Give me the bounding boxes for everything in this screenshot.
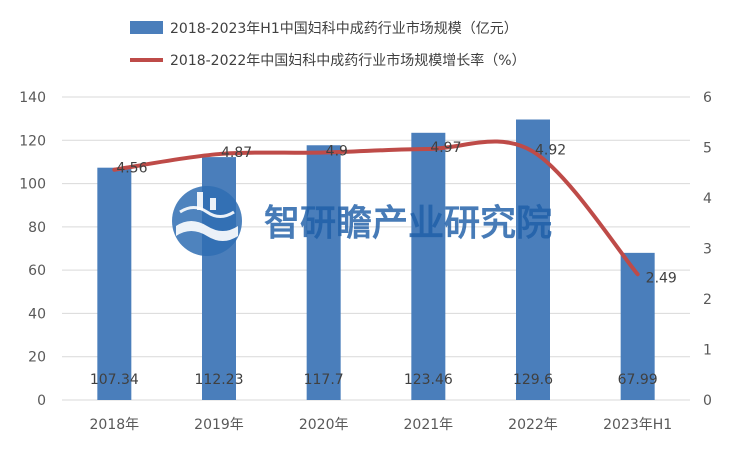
x-tick-label: 2020年	[299, 417, 349, 433]
x-tick-label: 2018年	[90, 417, 140, 433]
y-left-tick-label: 60	[28, 263, 46, 279]
growth-value-label: 4.9	[326, 144, 348, 160]
growth-value-label: 4.97	[430, 140, 461, 156]
bar	[516, 119, 550, 400]
y-right-tick-label: 2	[703, 292, 712, 308]
y-right-tick-label: 4	[703, 191, 712, 207]
growth-line-series	[112, 139, 640, 277]
y-axis-left: 0 20 40 60 80 100 120 140	[19, 90, 46, 409]
y-axis-right: 0 1 2 3 4 5 6	[703, 90, 712, 409]
bar-value-label: 112.23	[195, 372, 244, 388]
y-left-tick-label: 100	[19, 177, 46, 193]
x-tick-label: 2021年	[404, 417, 454, 433]
y-left-tick-label: 80	[28, 220, 46, 236]
y-left-tick-label: 40	[28, 306, 46, 322]
growth-value-label: 2.49	[646, 270, 677, 286]
legend-line-label: 2018-2022年中国妇科中成药行业市场规模增长率（%）	[170, 52, 526, 69]
growth-value-label: 4.56	[116, 161, 147, 177]
y-right-tick-label: 1	[703, 343, 712, 359]
growth-line	[112, 139, 640, 277]
bar	[411, 132, 446, 400]
bar	[306, 145, 341, 400]
y-right-tick-label: 6	[703, 90, 712, 106]
watermark: 智研瞻产业研究院	[172, 186, 552, 256]
bar-value-label: 107.34	[90, 372, 139, 388]
legend: 2018-2023年H1中国妇科中成药行业市场规模（亿元） 2018-2022年…	[130, 20, 526, 69]
y-right-tick-label: 5	[703, 141, 712, 157]
bar-value-label: 67.99	[618, 372, 658, 388]
growth-value-label: 4.87	[221, 145, 252, 161]
bar	[97, 167, 132, 400]
y-left-tick-label: 20	[28, 350, 46, 366]
bar	[620, 252, 655, 400]
institute-logo-icon	[172, 186, 242, 256]
gridlines	[62, 96, 690, 401]
watermark-text: 智研瞻产业研究院	[264, 203, 552, 244]
y-left-tick-label: 120	[19, 133, 46, 149]
x-tick-label: 2019年	[194, 417, 244, 433]
bar-value-label: 123.46	[404, 372, 453, 388]
bar-value-label: 117.7	[304, 372, 344, 388]
x-axis: 2018年 2019年 2020年 2021年 2022年 2023年H1	[90, 417, 673, 433]
y-left-tick-label: 140	[19, 90, 46, 106]
y-left-tick-label: 0	[37, 393, 46, 409]
legend-bar-swatch	[130, 21, 163, 34]
x-tick-label: 2023年H1	[603, 417, 672, 433]
growth-data-labels: 4.56 4.87 4.9 4.97 4.92 2.49	[116, 140, 677, 286]
x-tick-label: 2022年	[508, 417, 558, 433]
growth-value-label: 4.92	[535, 143, 566, 159]
bar-data-labels: 107.34 112.23 117.7 123.46 129.6 67.99	[90, 372, 658, 388]
bar-series	[97, 119, 655, 400]
y-right-tick-label: 0	[703, 393, 712, 409]
y-right-tick-label: 3	[703, 242, 712, 258]
legend-bar-label: 2018-2023年H1中国妇科中成药行业市场规模（亿元）	[170, 20, 518, 37]
bar-value-label: 129.6	[513, 372, 553, 388]
